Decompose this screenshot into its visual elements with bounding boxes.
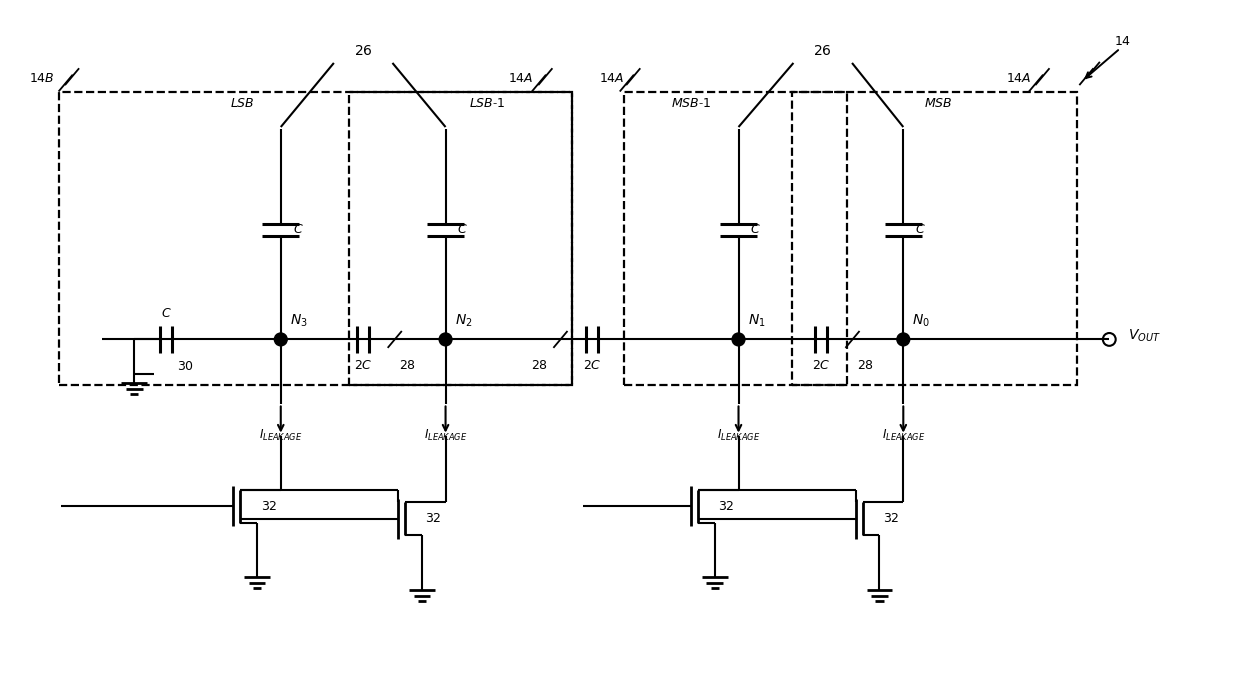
Text: $30$: $30$: [177, 361, 195, 374]
Text: $14$: $14$: [1114, 35, 1131, 48]
Circle shape: [439, 333, 452, 346]
Text: $LSB$: $LSB$: [230, 97, 255, 109]
Text: $I_{LEAKAGE}$: $I_{LEAKAGE}$: [424, 428, 467, 443]
Bar: [624, 92, 846, 385]
Text: $C$: $C$: [292, 223, 304, 236]
Text: $LSB$-$1$: $LSB$-$1$: [468, 97, 506, 109]
Text: $32$: $32$: [425, 513, 442, 526]
Text: $14A$: $14A$: [508, 72, 534, 85]
Text: $32$: $32$: [719, 499, 735, 513]
Text: $28$: $28$: [399, 358, 416, 372]
Bar: [792, 92, 1077, 385]
Bar: [59, 92, 572, 385]
Text: $2C$: $2C$: [354, 358, 373, 372]
Text: $14A$: $14A$: [1006, 72, 1031, 85]
Text: $C$: $C$: [751, 223, 761, 236]
Text: $28$: $28$: [530, 358, 548, 372]
Text: $N_3$: $N_3$: [290, 313, 307, 330]
Text: $MSB$: $MSB$: [924, 97, 953, 109]
Text: $I_{LEAKAGE}$: $I_{LEAKAGE}$: [259, 428, 302, 443]
Text: $N_2$: $N_2$: [455, 313, 472, 330]
Text: $C$: $C$: [161, 308, 172, 321]
Text: $C$: $C$: [916, 223, 926, 236]
Text: $14B$: $14B$: [28, 72, 55, 85]
Circle shape: [897, 333, 909, 346]
Text: $26$: $26$: [354, 44, 373, 58]
Circle shape: [732, 333, 745, 346]
Text: $V_{OUT}$: $V_{OUT}$: [1127, 327, 1161, 344]
Text: $N_1$: $N_1$: [747, 313, 766, 330]
Text: $14A$: $14A$: [600, 72, 624, 85]
Text: $32$: $32$: [260, 499, 278, 513]
Text: $2C$: $2C$: [582, 358, 601, 372]
Text: $MSB$-$1$: $MSB$-$1$: [670, 97, 711, 109]
Text: $I_{LEAKAGE}$: $I_{LEAKAGE}$: [882, 428, 926, 443]
Text: $28$: $28$: [856, 358, 873, 372]
Circle shape: [274, 333, 287, 346]
Text: $I_{LEAKAGE}$: $I_{LEAKAGE}$: [717, 428, 761, 443]
Bar: [349, 92, 572, 385]
Text: $32$: $32$: [883, 513, 900, 526]
Text: $26$: $26$: [813, 44, 833, 58]
Text: $C$: $C$: [457, 223, 468, 236]
Text: $N_0$: $N_0$: [912, 313, 930, 330]
Text: $2C$: $2C$: [812, 358, 830, 372]
